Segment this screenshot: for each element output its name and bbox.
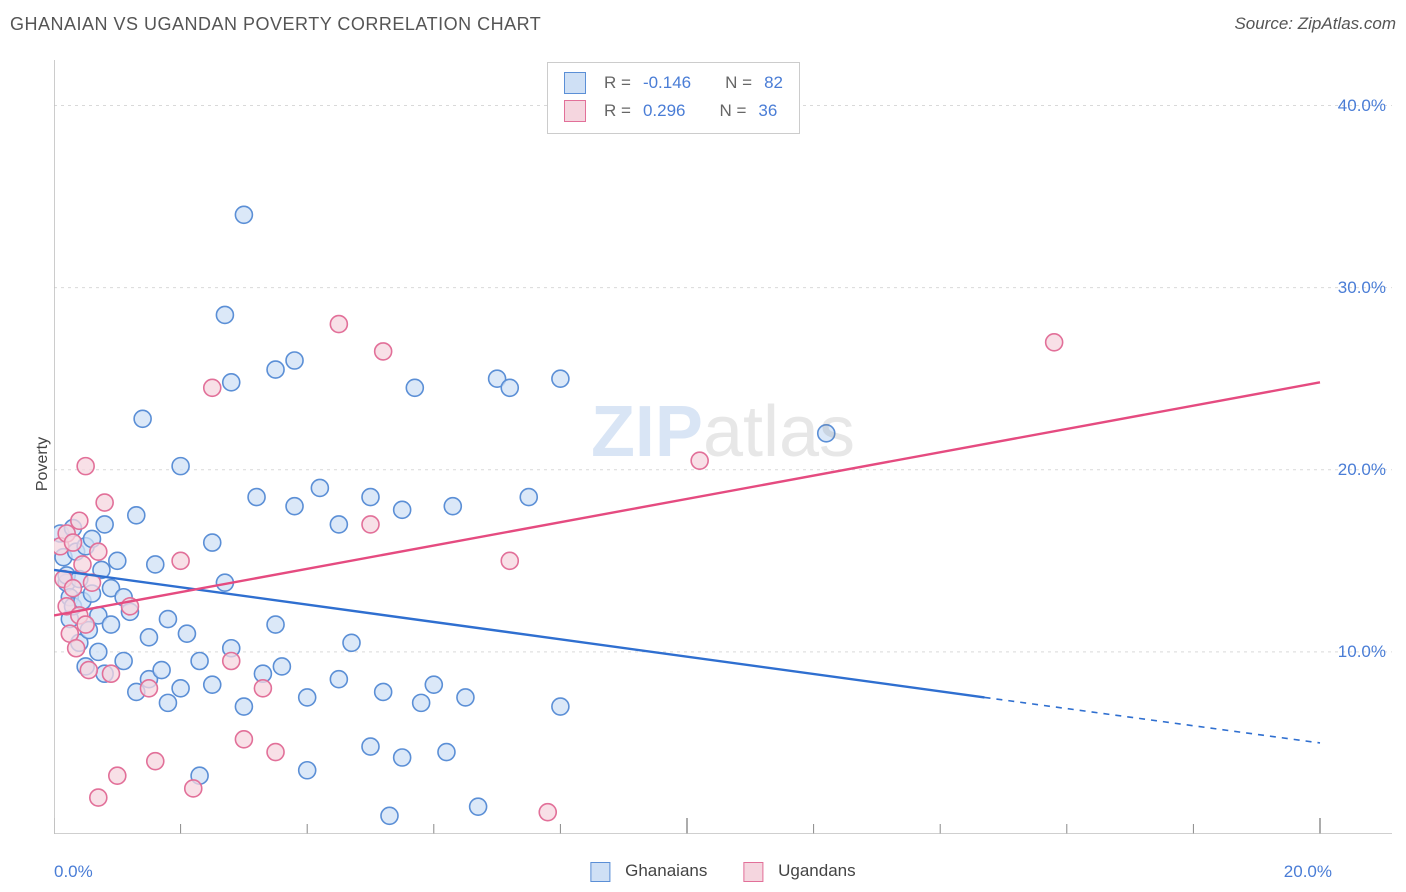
chart-source: Source: ZipAtlas.com <box>1234 14 1396 34</box>
plot-wrap: ZIPatlas R =-0.146N =82R = 0.296N =36 10… <box>54 60 1392 834</box>
chart-header: GHANAIAN VS UGANDAN POVERTY CORRELATION … <box>10 14 1396 50</box>
legend-row: R = 0.296N =36 <box>564 97 783 125</box>
correlation-legend: R =-0.146N =82R = 0.296N =36 <box>547 62 800 134</box>
swatch-ghanaians <box>590 862 610 882</box>
legend-item-ghanaians: Ghanaians <box>590 861 707 882</box>
x-tick-end: 20.0% <box>1284 862 1332 882</box>
y-tick-label: 40.0% <box>1338 96 1386 116</box>
y-tick-label: 30.0% <box>1338 278 1386 298</box>
legend-swatch <box>564 72 586 94</box>
y-tick-label: 20.0% <box>1338 460 1386 480</box>
scatter-plot <box>54 60 1392 834</box>
legend-item-ugandans: Ugandans <box>743 861 855 882</box>
legend-swatch <box>564 100 586 122</box>
chart-title: GHANAIAN VS UGANDAN POVERTY CORRELATION … <box>10 14 541 35</box>
swatch-ugandans <box>743 862 763 882</box>
y-axis-label: Poverty <box>34 437 52 491</box>
legend-label-ghanaians: Ghanaians <box>625 861 707 880</box>
y-tick-label: 10.0% <box>1338 642 1386 662</box>
x-axis-area: 0.0% 20.0% Ghanaians Ugandans <box>54 842 1392 882</box>
legend-label-ugandans: Ugandans <box>778 861 856 880</box>
legend-row: R =-0.146N =82 <box>564 69 783 97</box>
chart-area: Poverty ZIPatlas R =-0.146N =82R = 0.296… <box>10 46 1396 882</box>
x-tick-start: 0.0% <box>54 862 93 882</box>
series-legend: Ghanaians Ugandans <box>590 861 855 882</box>
